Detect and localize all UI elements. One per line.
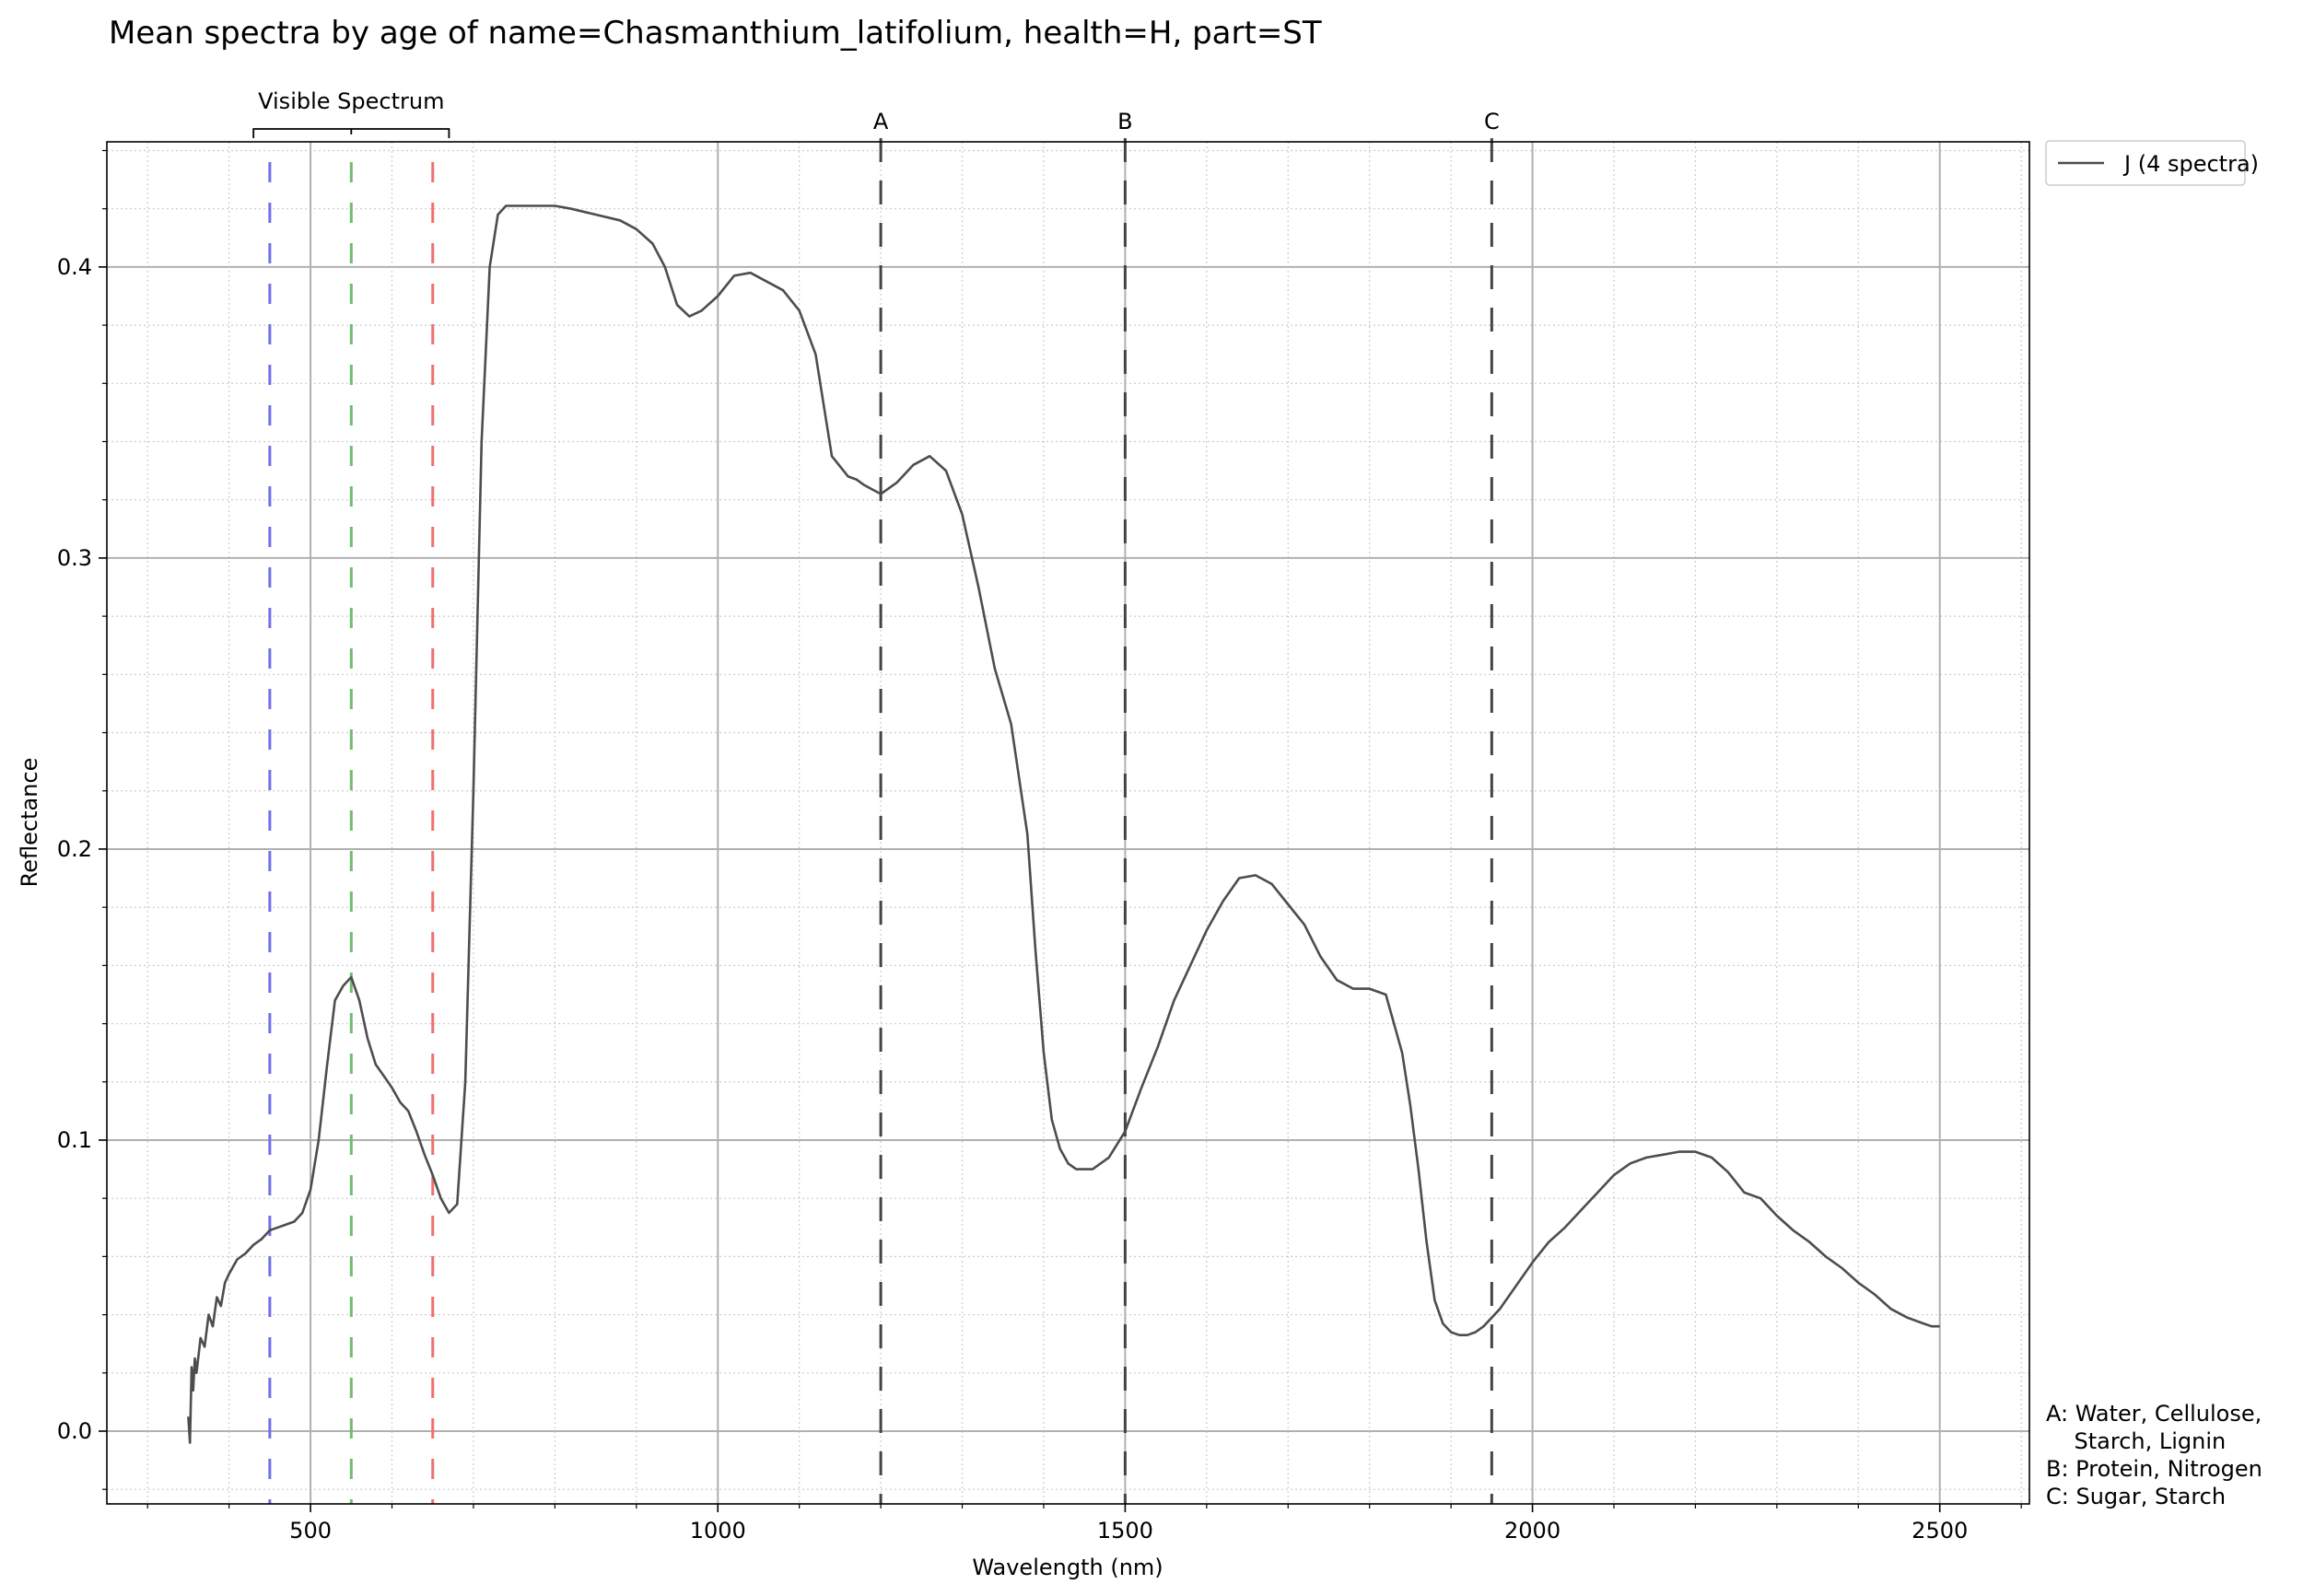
x-tick-label: 2500 (1911, 1518, 1968, 1544)
band-label-b: B (1117, 109, 1132, 134)
y-tick-label: 0.4 (57, 254, 92, 280)
visible-spectrum-brace (252, 128, 450, 138)
band-label-a: A (873, 109, 889, 134)
axis-ticks (99, 149, 2022, 1512)
y-tick-label: 0.3 (57, 545, 92, 571)
series-line-0 (187, 204, 1940, 1444)
x-axis-label: Wavelength (nm) (972, 1555, 1163, 1580)
plot-area (107, 142, 2029, 1504)
x-tick-label: 2000 (1504, 1518, 1561, 1544)
visible-spectrum-bracket: Visible Spectrum (252, 88, 450, 138)
x-tick-label: 1500 (1097, 1518, 1153, 1544)
note-line-c: C: Sugar, Starch (2046, 1484, 2226, 1509)
wavelength-markers (268, 138, 1493, 1504)
y-tick-label: 0.2 (57, 836, 92, 862)
y-axis-label: Reflectance (17, 758, 42, 888)
x-tick-label: 500 (289, 1518, 332, 1544)
chart-title: Mean spectra by age of name=Chasmanthium… (109, 15, 1322, 52)
legend-box (2045, 140, 2246, 186)
band-notes: A: Water, Cellulose, Starch, Lignin B: P… (2046, 1401, 2262, 1509)
note-line-b: B: Protein, Nitrogen (2046, 1456, 2262, 1482)
tick-labels: 500 1000 1500 2000 2500 0.0 0.1 0.2 0.3 0.4 (57, 254, 1968, 1544)
legend-entry-label: J (4 spectra) (2122, 151, 2259, 177)
visible-spectrum-label: Visible Spectrum (258, 88, 444, 114)
major-grid (107, 142, 2029, 1504)
legend: J (4 spectra) (2045, 140, 2259, 186)
band-label-c: C (1484, 109, 1500, 134)
note-line-a: A: Water, Cellulose, (2046, 1401, 2262, 1427)
series-layer (187, 204, 1940, 1444)
y-tick-label: 0.0 (57, 1418, 92, 1444)
band-labels: A B C (873, 109, 1500, 134)
note-line-a-cont: Starch, Lignin (2046, 1428, 2226, 1454)
y-tick-label: 0.1 (57, 1127, 92, 1153)
axes-frame (106, 141, 2030, 1505)
x-tick-label: 1000 (690, 1518, 746, 1544)
